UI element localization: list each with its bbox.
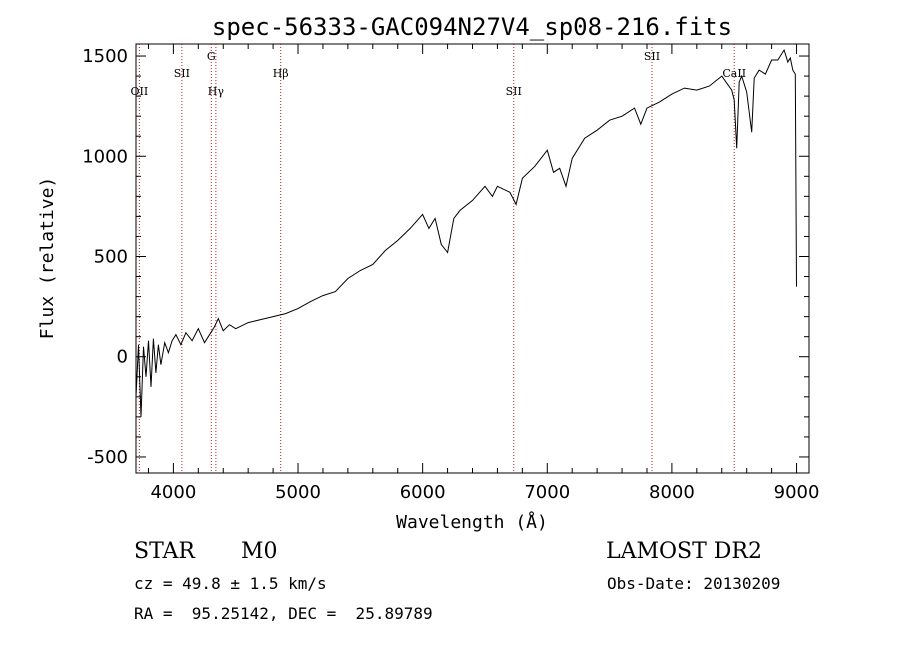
object-class: STAR — [134, 539, 195, 564]
line-markers: OII SII G Hγ Hβ SII SII CaII — [131, 44, 746, 473]
line-marker-label: Hβ — [273, 67, 289, 80]
plot-frame — [135, 43, 810, 474]
line-marker-label: SII — [644, 50, 660, 63]
line-marker-label: G — [207, 50, 216, 63]
x-tick-label: 8000 — [649, 482, 695, 503]
line-marker-label: SII — [174, 67, 190, 80]
spectrum-chart: spec-56333-GAC094N27V4_sp08-216.fits 400… — [37, 13, 819, 533]
x-tick-label: 6000 — [400, 482, 446, 503]
line-marker-label: OII — [131, 85, 149, 98]
object-subclass: M0 — [241, 539, 278, 564]
y-tick-label: 1000 — [82, 146, 128, 167]
line-marker-label: SII — [506, 85, 522, 98]
y-tick-label: 0 — [117, 347, 128, 368]
y-axis-label: Flux (relative) — [37, 177, 58, 340]
observation-date: Obs-Date: 20130209 — [607, 574, 781, 593]
x-axis-label: Wavelength (Å) — [396, 511, 548, 533]
y-tick-label: 1500 — [82, 46, 128, 67]
y-tick-label: -500 — [87, 447, 128, 468]
y-tick-label: 500 — [94, 246, 128, 267]
coordinates: RA = 95.25142, DEC = 25.89789 — [134, 604, 433, 623]
redshift-info: cz = 49.8 ± 1.5 km/s — [134, 574, 327, 593]
x-tick-label: 5000 — [275, 482, 321, 503]
x-tick-label: 4000 — [150, 482, 196, 503]
x-tick-label: 9000 — [774, 482, 820, 503]
chart-title: spec-56333-GAC094N27V4_sp08-216.fits — [212, 13, 732, 41]
x-tick-label: 7000 — [524, 482, 570, 503]
line-marker-label: Hγ — [208, 85, 225, 98]
axis-ticks: 4000 5000 6000 7000 8000 9000 -500 0 500 1000 1500 — [82, 44, 819, 503]
spectrum-line — [135, 48, 797, 417]
line-marker-label: CaII — [722, 67, 746, 80]
survey-name: LAMOST DR2 — [606, 539, 762, 564]
